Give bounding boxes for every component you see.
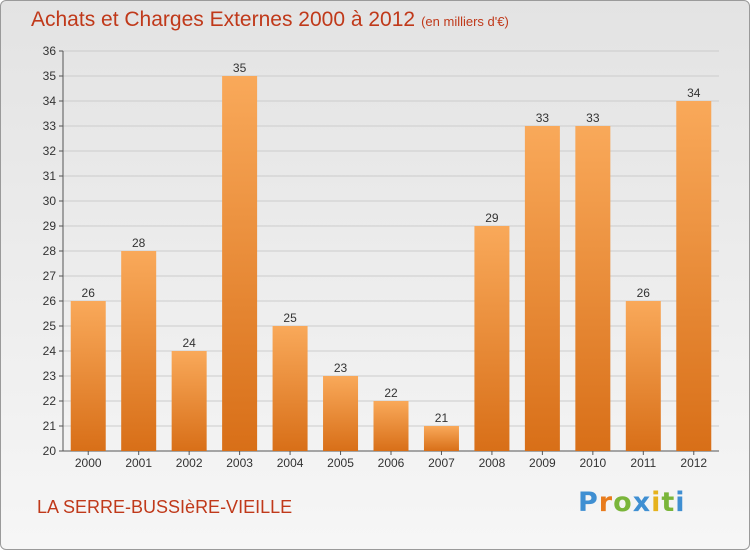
y-tick-label: 29 [43, 219, 57, 233]
data-label: 33 [536, 111, 550, 125]
data-label: 34 [687, 86, 701, 100]
x-tick-label: 2011 [630, 456, 656, 470]
bar [121, 251, 157, 451]
y-tick-label: 36 [43, 44, 57, 58]
data-label: 26 [82, 286, 96, 300]
y-tick-label: 31 [43, 169, 57, 183]
logo-letter: r [598, 487, 614, 518]
chart-title-text: Achats et Charges Externes 2000 à 2012 [31, 8, 416, 31]
proxiti-logo: Proxiti [578, 487, 686, 518]
x-tick-label: 2006 [378, 456, 405, 470]
y-tick-label: 28 [43, 244, 57, 258]
bar [676, 101, 712, 451]
bar [474, 226, 510, 451]
data-label: 24 [182, 336, 196, 350]
data-label: 29 [485, 211, 499, 225]
logo-letter: x [632, 487, 652, 518]
data-label: 35 [233, 61, 247, 75]
y-tick-label: 26 [43, 294, 57, 308]
data-label: 33 [586, 111, 600, 125]
x-tick-label: 2010 [579, 456, 606, 470]
x-tick-label: 2012 [680, 456, 707, 470]
data-label: 25 [283, 311, 297, 325]
axes: 20 21 22 23 24 25 26 27 28 29 30 31 32 33 34 35 36 2000 20… [43, 44, 719, 470]
x-tick-label: 2008 [479, 456, 506, 470]
y-tick-label: 27 [43, 269, 57, 283]
bar [70, 301, 106, 451]
bar [373, 401, 409, 451]
x-tick-label: 2000 [75, 456, 102, 470]
y-tick-label: 30 [43, 194, 57, 208]
logo-letter: o [613, 487, 633, 518]
bar [323, 376, 359, 451]
logo-letter: i [675, 487, 686, 518]
logo-letter: t [661, 487, 676, 518]
bar [423, 426, 459, 451]
bar [222, 76, 258, 451]
y-tick-label: 33 [43, 119, 57, 133]
x-tick-label: 2004 [277, 456, 304, 470]
bar [524, 126, 560, 451]
data-label: 22 [384, 386, 398, 400]
y-tick-label: 22 [43, 394, 57, 408]
data-label: 23 [334, 361, 348, 375]
data-label: 26 [637, 286, 651, 300]
bar [625, 301, 661, 451]
y-tick-label: 23 [43, 369, 57, 383]
data-label: 28 [132, 236, 146, 250]
bar [171, 351, 207, 451]
logo-letter: i [651, 487, 662, 518]
chart-title: Achats et Charges Externes 2000 à 2012 (e… [31, 8, 509, 32]
bar [272, 326, 308, 451]
x-tick-label: 2001 [125, 456, 152, 470]
y-tick-label: 34 [43, 94, 57, 108]
y-tick-label: 21 [43, 419, 57, 433]
y-tick-label: 24 [43, 344, 57, 358]
data-label: 21 [435, 411, 449, 425]
x-tick-label: 2003 [226, 456, 253, 470]
bar [575, 126, 611, 451]
commune-name: LA SERRE-BUSSIèRE-VIEILLE [37, 497, 293, 517]
x-tick-label: 2009 [529, 456, 556, 470]
y-tick-label: 20 [43, 444, 57, 458]
x-tick-label: 2005 [327, 456, 354, 470]
y-tick-label: 32 [43, 144, 57, 158]
bars [70, 76, 712, 451]
x-tick-label: 2007 [428, 456, 455, 470]
y-tick-label: 35 [43, 69, 57, 83]
logo-letter: P [578, 487, 599, 518]
chart-unit-label: (en milliers d'€) [421, 14, 509, 29]
x-tick-label: 2002 [176, 456, 203, 470]
data-labels: 26 28 24 35 25 23 22 21 29 33 33 26 34 [82, 61, 701, 425]
y-tick-label: 25 [43, 319, 57, 333]
